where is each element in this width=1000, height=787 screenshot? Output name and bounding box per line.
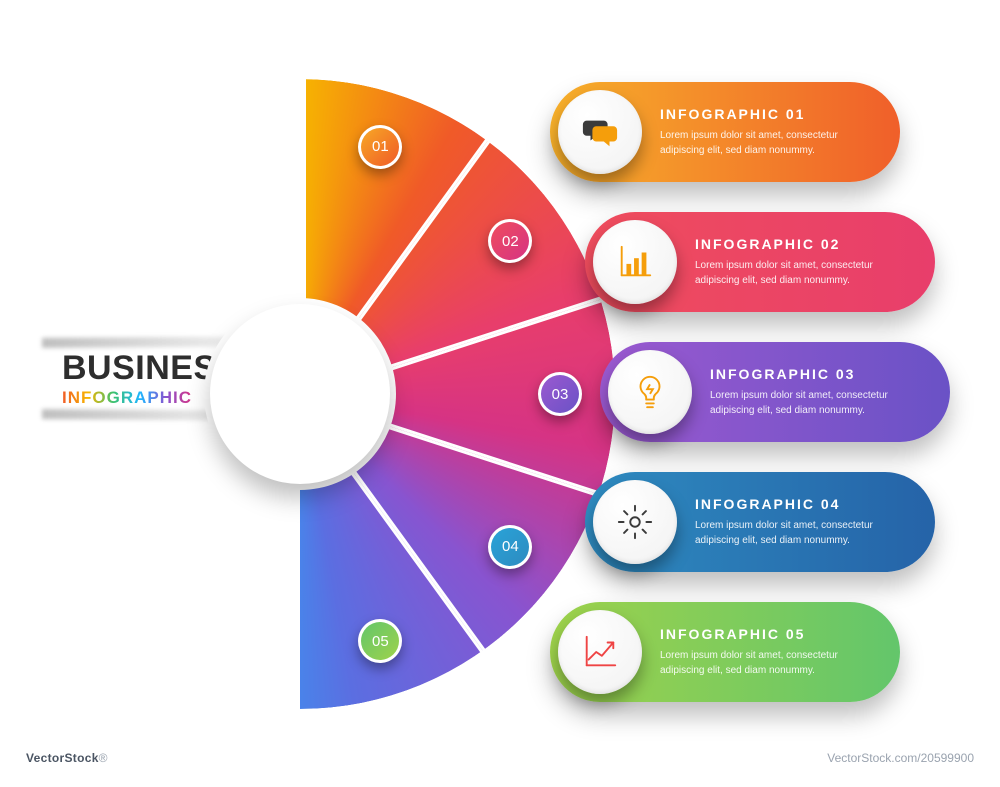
card-text: INFOGRAPHIC 05 Lorem ipsum dolor sit amet… (660, 626, 874, 678)
card-1: INFOGRAPHIC 01 Lorem ipsum dolor sit amet… (550, 82, 900, 182)
card-title: INFOGRAPHIC 01 (660, 106, 874, 122)
card-body: Lorem ipsum dolor sit amet, consectetur … (660, 128, 874, 158)
lightbulb-icon (608, 350, 692, 434)
card-2: INFOGRAPHIC 02 Lorem ipsum dolor sit amet… (585, 212, 935, 312)
card-body: Lorem ipsum dolor sit amet, consectetur … (695, 518, 909, 548)
card-body: Lorem ipsum dolor sit amet, consectetur … (660, 648, 874, 678)
wheel-hub (210, 304, 390, 484)
wheel-chip-4: 04 (488, 525, 532, 569)
card-text: INFOGRAPHIC 04 Lorem ipsum dolor sit amet… (695, 496, 909, 548)
card-body: Lorem ipsum dolor sit amet, consectetur … (695, 258, 909, 288)
card-3: INFOGRAPHIC 03 Lorem ipsum dolor sit amet… (600, 342, 950, 442)
card-4: INFOGRAPHIC 04 Lorem ipsum dolor sit amet… (585, 472, 935, 572)
wheel-chip-3: 03 (538, 372, 582, 416)
card-text: INFOGRAPHIC 02 Lorem ipsum dolor sit amet… (695, 236, 909, 288)
bar-chart-icon (593, 220, 677, 304)
card-title: INFOGRAPHIC 02 (695, 236, 909, 252)
card-text: INFOGRAPHIC 03 Lorem ipsum dolor sit amet… (710, 366, 924, 418)
card-text: INFOGRAPHIC 01 Lorem ipsum dolor sit amet… (660, 106, 874, 158)
gear-icon (593, 480, 677, 564)
watermark-brand: VectorStock® (26, 751, 108, 765)
growth-chart-icon (558, 610, 642, 694)
watermark-id: VectorStock.com/20599900 (827, 751, 974, 765)
wheel-chip-1: 01 (358, 125, 402, 169)
card-body: Lorem ipsum dolor sit amet, consectetur … (710, 388, 924, 418)
card-title: INFOGRAPHIC 05 (660, 626, 874, 642)
chat-icon (558, 90, 642, 174)
card-title: INFOGRAPHIC 04 (695, 496, 909, 512)
card-title: INFOGRAPHIC 03 (710, 366, 924, 382)
card-5: INFOGRAPHIC 05 Lorem ipsum dolor sit amet… (550, 602, 900, 702)
